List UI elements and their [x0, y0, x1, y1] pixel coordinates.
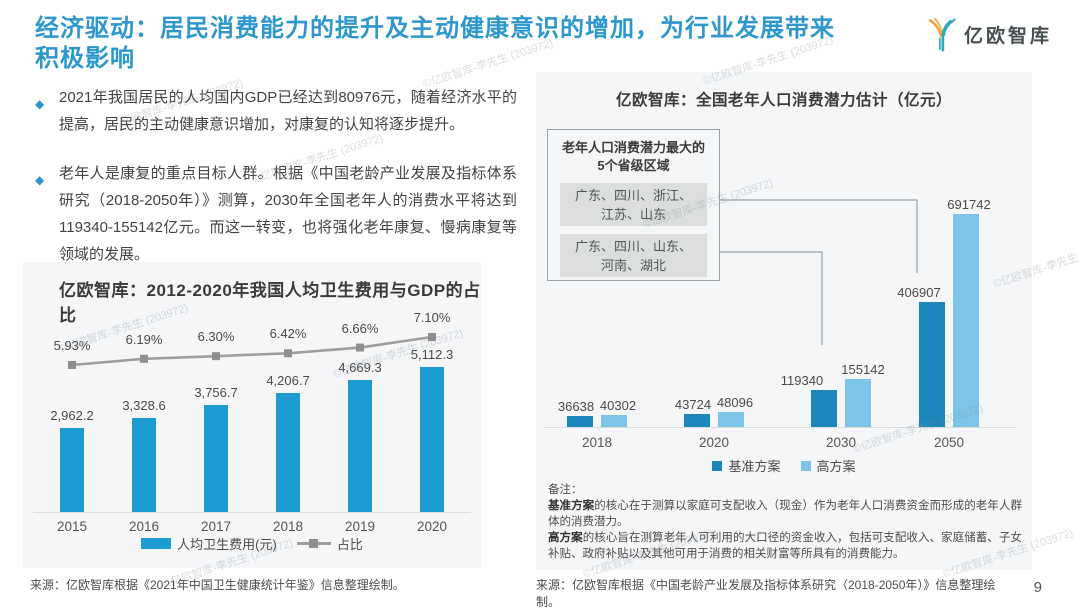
x-axis-label: 2015 — [56, 519, 88, 534]
right-chart-title: 亿欧智库：全国老年人口消费潜力估计（亿元） — [615, 92, 952, 109]
legend-item-base: 基准方案 — [712, 456, 781, 475]
x-axis-label: 2016 — [128, 519, 160, 534]
bar-swatch-icon — [141, 538, 172, 549]
bar — [204, 405, 228, 512]
legend-item-line: 占比 — [296, 534, 363, 553]
bar-value-label: 406907 — [897, 284, 941, 300]
elderly-consumption-chart-panel: 亿欧智库：全国老年人口消费潜力估计（亿元） 老年人口消费潜力最大的 5个省级区域… — [536, 72, 1032, 570]
top-provinces-callout: 老年人口消费潜力最大的 5个省级区域 广东、四川、浙江、 江苏、山东 广东、四川… — [547, 129, 720, 281]
bar — [60, 427, 84, 512]
x-axis-label: 2020 — [698, 435, 730, 450]
bar-value-label: 43724 — [674, 396, 712, 412]
legend-item-high: 高方案 — [800, 456, 856, 475]
footnotes: 备注： 基准方案的核心在于测算以家庭可支配收入（现金）作为老年人口消费资金而形成的… — [548, 482, 1022, 562]
bullet-item: ◆ 老年人是康复的重点目标人群。根据《中国老龄产业发展及指标体系研究（2018-… — [35, 160, 517, 268]
page-number: 9 — [1033, 579, 1042, 596]
x-axis-label: 2018 — [581, 435, 613, 450]
bar — [276, 392, 300, 512]
health-expense-chart-panel: 亿欧智库：2012-2020年我国人均卫生费用与GDP的占比 2,962.2 20… — [23, 262, 481, 568]
bar-value-label: 155142 — [841, 362, 885, 378]
x-axis — [33, 512, 471, 513]
percent-label: 6.30% — [197, 329, 235, 345]
percent-label: 6.66% — [341, 320, 379, 336]
bar-base-plan — [567, 415, 593, 427]
diamond-bullet-icon: ◆ — [35, 97, 45, 111]
right-chart-legend: 基准方案 高方案 — [536, 456, 1032, 475]
bar-value-label: 5,112.3 — [410, 347, 454, 362]
line-swatch-icon — [296, 539, 331, 548]
legend-label: 高方案 — [816, 459, 856, 474]
bar-base-plan — [811, 390, 837, 427]
bullet-text: 2021年我国居民的人均国内GDP已经达到80976元，随着经济水平的提高，居民… — [59, 89, 517, 133]
bar-value-label: 4,206.7 — [266, 372, 310, 388]
percent-label: 6.19% — [125, 331, 163, 347]
brand-logo: 亿欧智库 — [925, 16, 1052, 52]
bar-value-label: 3,328.6 — [122, 397, 166, 413]
footnote-line: 备注： — [548, 484, 583, 496]
bar-high-plan — [953, 214, 979, 427]
legend-label: 人均卫生费用(元) — [177, 537, 277, 552]
percent-label: 6.42% — [269, 326, 307, 342]
percent-label: 5.93% — [53, 338, 91, 353]
province-list-box: 广东、四川、山东、 河南、湖北 — [560, 234, 707, 277]
x-axis-label: 2019 — [344, 519, 376, 534]
left-chart-source: 来源：亿欧智库根据《2021年中国卫生健康统计年鉴》信息整理绘制。 — [30, 578, 405, 592]
callout-header: 老年人口消费潜力最大的 5个省级区域 — [561, 140, 705, 173]
x-axis-label: 2050 — [933, 435, 965, 450]
bar-high-plan — [601, 414, 627, 427]
line-point-marker — [428, 333, 436, 341]
legend-label: 基准方案 — [728, 459, 781, 474]
left-chart-plot: 2,962.2 2015 5.93% 3,328.6 2016 6.19% 3,756.7 2… — [23, 262, 481, 568]
line-point-marker — [284, 349, 292, 358]
bar — [348, 379, 372, 512]
bar-base-plan — [684, 413, 710, 427]
bar-value-label: 36638 — [557, 398, 595, 414]
right-chart-plot: 36638 40302 2018 43724 48096 2020 119340 155142… — [536, 72, 1032, 570]
bullet-list: ◆ 2021年我国居民的人均国内GDP已经达到80976元，随着经济水平的提高，… — [35, 84, 517, 290]
brand-logo-icon — [928, 17, 956, 52]
bar-value-label: 48096 — [716, 395, 754, 411]
legend-item-bar: 人均卫生费用(元) — [141, 534, 277, 553]
high-plan-swatch-icon — [800, 460, 811, 471]
bar-value-label: 2,962.2 — [50, 407, 94, 423]
footnote-line: 高方案的核心旨在测算老年人可利用的大口径的资金收入，包括可支配收入、家庭储蓄、子… — [548, 532, 1022, 560]
diamond-bullet-icon: ◆ — [35, 173, 45, 187]
bar-high-plan — [718, 412, 744, 427]
bar-value-label: 3,756.7 — [194, 385, 238, 401]
base-plan-swatch-icon — [712, 460, 723, 471]
footnote-line: 基准方案的核心在于测算以家庭可支配收入（现金）作为老年人口消费资金而形成的老年人… — [548, 500, 1022, 528]
brand-logo-text: 亿欧智库 — [963, 25, 1052, 47]
bar-value-label: 4,669.3 — [338, 359, 382, 375]
bar — [420, 367, 444, 512]
left-chart-title: 亿欧智库：2012-2020年我国人均卫生费用与GDP的占比 — [59, 281, 481, 325]
bullet-text: 老年人是康复的重点目标人群。根据《中国老龄产业发展及指标体系研究（2018-20… — [59, 165, 517, 263]
right-chart-source: 来源：亿欧智库根据《中国老龄产业发展及指标体系研究（2018-2050年）》信息… — [536, 578, 996, 609]
bar — [132, 417, 156, 512]
line-point-marker — [356, 343, 364, 352]
bar-high-plan — [845, 379, 871, 427]
x-axis — [544, 427, 1016, 428]
line-point-marker — [68, 361, 76, 369]
bar-value-label: 119340 — [780, 373, 824, 389]
line-point-marker — [140, 354, 148, 363]
x-axis-label: 2017 — [200, 519, 232, 534]
percent-label: 7.10% — [413, 310, 451, 325]
bullet-item: ◆ 2021年我国居民的人均国内GDP已经达到80976元，随着经济水平的提高，… — [35, 84, 517, 138]
ratio-line-chart — [68, 333, 436, 369]
line-point-marker — [212, 352, 220, 361]
bar-value-label: 691742 — [947, 197, 991, 212]
x-axis-label: 2030 — [825, 435, 857, 450]
bar-base-plan — [919, 301, 945, 427]
province-list-box: 广东、四川、浙江、 江苏、山东 — [560, 183, 707, 226]
page-title: 经济驱动：居民消费能力的提升及主动健康意识的增加，为行业发展带来 积极影响 — [35, 15, 835, 72]
bar-value-label: 40302 — [599, 397, 637, 413]
x-axis-label: 2018 — [272, 519, 304, 534]
left-chart-legend: 人均卫生费用(元) 占比 — [23, 534, 481, 553]
legend-label: 占比 — [336, 537, 363, 552]
x-axis-label: 2020 — [416, 519, 448, 534]
